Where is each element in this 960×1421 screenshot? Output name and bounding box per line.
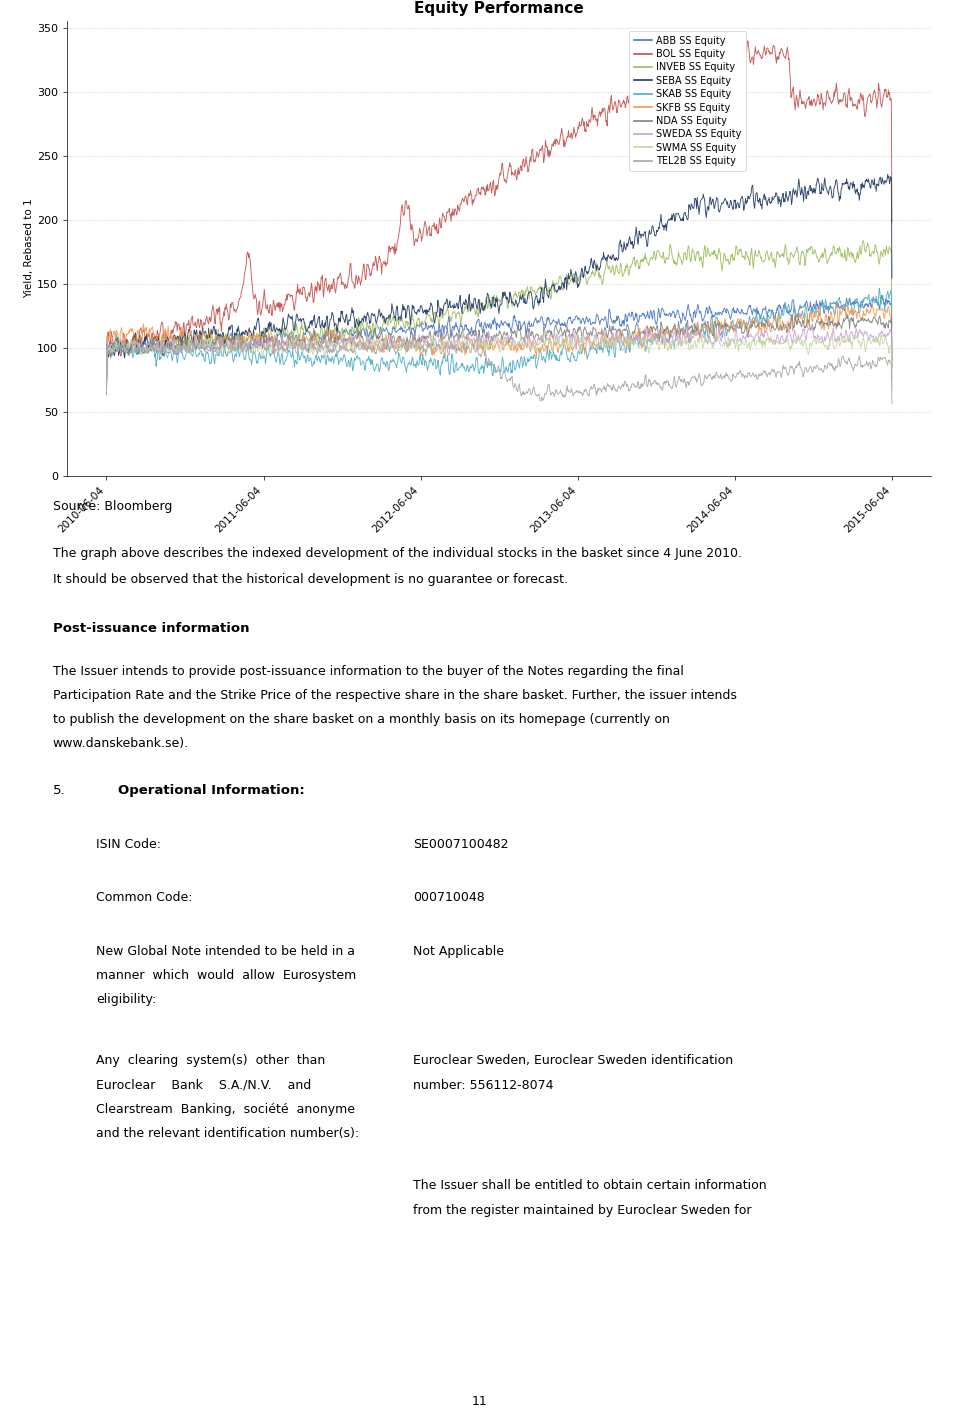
Text: Not Applicable: Not Applicable [413, 945, 504, 958]
Text: New Global Note intended to be held in a: New Global Note intended to be held in a [96, 945, 355, 958]
Text: It should be observed that the historical development is no guarantee or forecas: It should be observed that the historica… [53, 573, 567, 585]
Text: Operational Information:: Operational Information: [118, 784, 305, 797]
Text: number: 556112-8074: number: 556112-8074 [413, 1079, 553, 1091]
Text: SE0007100482: SE0007100482 [413, 838, 508, 851]
Y-axis label: Yield, Rebased to 1: Yield, Rebased to 1 [24, 199, 35, 298]
Text: manner  which  would  allow  Eurosystem: manner which would allow Eurosystem [96, 969, 356, 982]
Text: and the relevant identification number(s):: and the relevant identification number(s… [96, 1127, 359, 1140]
Text: 000710048: 000710048 [413, 891, 485, 904]
Text: The graph above describes the indexed development of the individual stocks in th: The graph above describes the indexed de… [53, 547, 742, 560]
Text: Any  clearing  system(s)  other  than: Any clearing system(s) other than [96, 1054, 325, 1067]
Text: Source: Bloomberg: Source: Bloomberg [53, 500, 172, 513]
Text: Common Code:: Common Code: [96, 891, 193, 904]
Text: 11: 11 [472, 1395, 488, 1408]
Text: www.danskebank.se).: www.danskebank.se). [53, 737, 189, 750]
Text: from the register maintained by Euroclear Sweden for: from the register maintained by Euroclea… [413, 1204, 752, 1216]
Text: Euroclear Sweden, Euroclear Sweden identification: Euroclear Sweden, Euroclear Sweden ident… [413, 1054, 732, 1067]
Text: to publish the development on the share basket on a monthly basis on its homepag: to publish the development on the share … [53, 713, 670, 726]
Text: 5.: 5. [53, 784, 65, 797]
Text: Euroclear    Bank    S.A./N.V.    and: Euroclear Bank S.A./N.V. and [96, 1079, 311, 1091]
Text: Post-issuance information: Post-issuance information [53, 622, 250, 635]
Title: Equity Performance: Equity Performance [415, 1, 584, 16]
Legend: ABB SS Equity, BOL SS Equity, INVEB SS Equity, SEBA SS Equity, SKAB SS Equity, S: ABB SS Equity, BOL SS Equity, INVEB SS E… [630, 31, 746, 171]
Text: Participation Rate and the Strike Price of the respective share in the share bas: Participation Rate and the Strike Price … [53, 689, 736, 702]
Text: The Issuer intends to provide post-issuance information to the buyer of the Note: The Issuer intends to provide post-issua… [53, 665, 684, 678]
Text: ISIN Code:: ISIN Code: [96, 838, 161, 851]
Text: eligibility:: eligibility: [96, 993, 156, 1006]
Text: The Issuer shall be entitled to obtain certain information: The Issuer shall be entitled to obtain c… [413, 1179, 766, 1192]
Text: Clearstream  Banking,  société  anonyme: Clearstream Banking, société anonyme [96, 1103, 355, 1115]
